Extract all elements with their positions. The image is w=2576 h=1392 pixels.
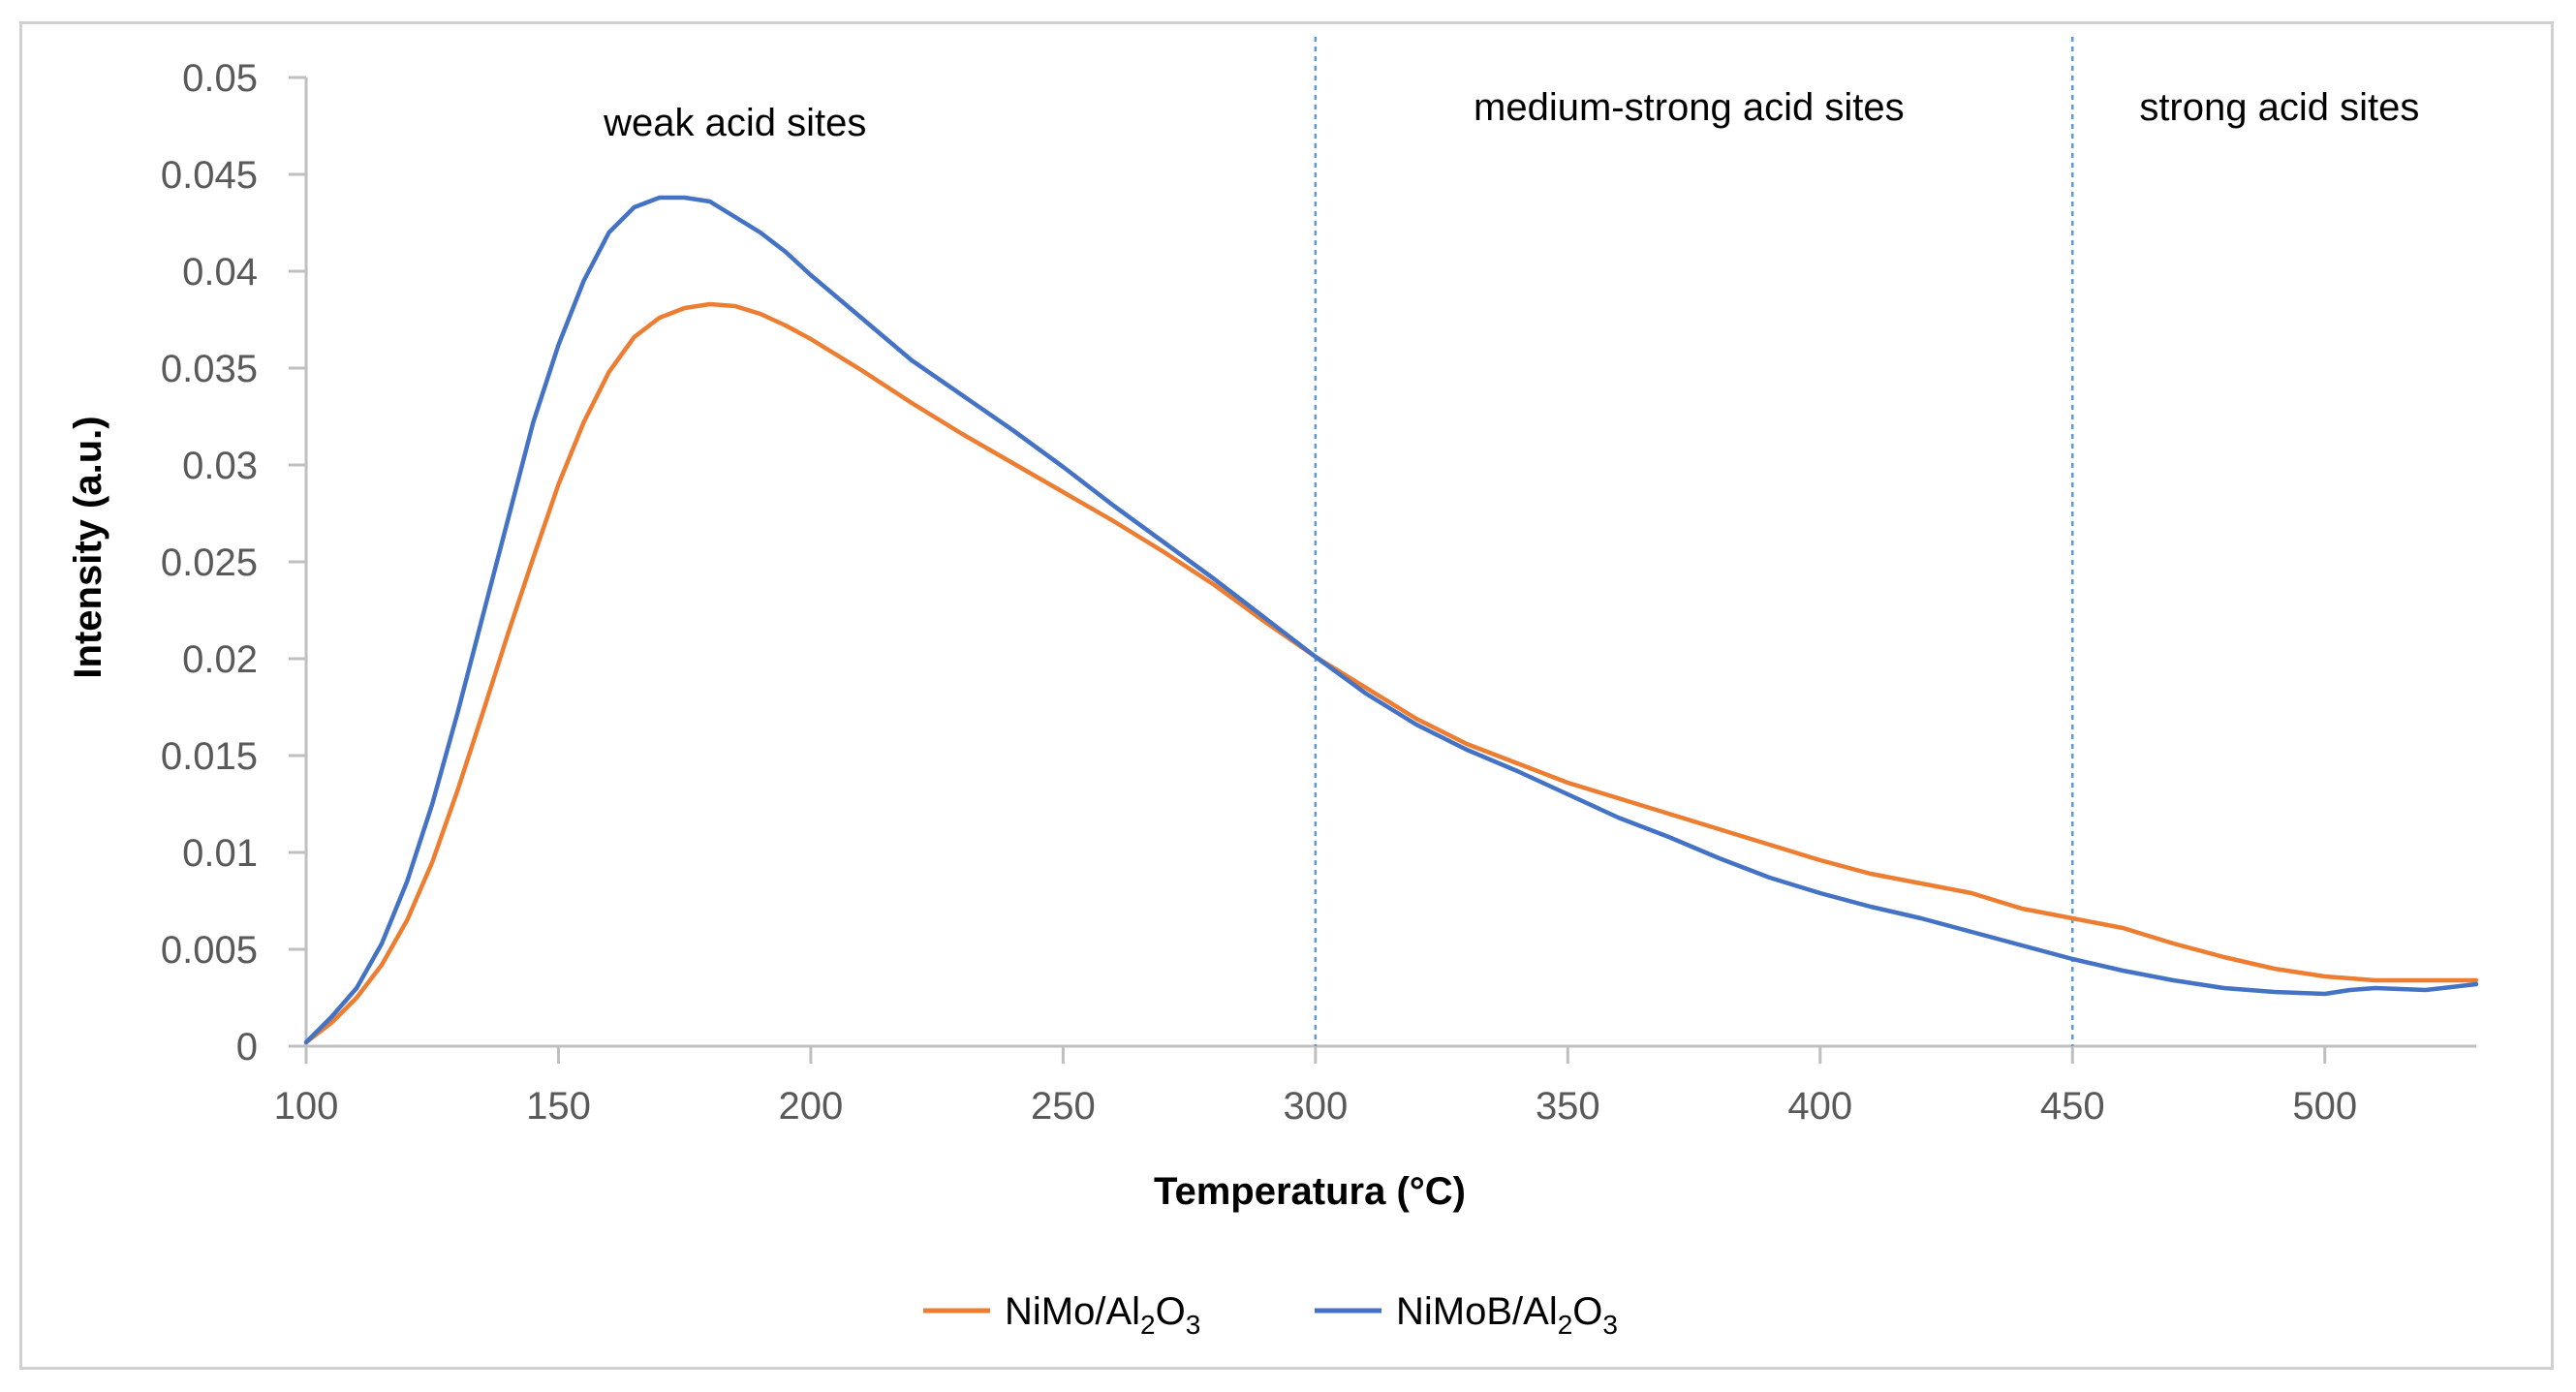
legend: NiMo/Al2O3 NiMoB/Al2O3 — [923, 1290, 1618, 1340]
x-tick-labels: 100 150 200 250 300 350 400 450 500 — [274, 1046, 2357, 1128]
y-tick-label: 0.005 — [161, 929, 258, 972]
region-dividers — [1314, 37, 2074, 1046]
y-axis-title: Intensity (a.u.) — [67, 416, 109, 678]
x-axis-title: Temperatura (°C) — [1154, 1170, 1466, 1213]
series-line-nimob — [303, 195, 2479, 1045]
x-tick-label: 200 — [779, 1085, 844, 1128]
y-tick-label: 0.045 — [161, 154, 258, 197]
y-tick-label: 0 — [236, 1026, 258, 1068]
x-tick-label: 100 — [274, 1085, 339, 1128]
x-tick-label: 150 — [526, 1085, 591, 1128]
region-label: strong acid sites — [2139, 86, 2419, 129]
y-tick-label: 0.05 — [182, 57, 258, 100]
chart-frame — [19, 21, 2554, 1370]
series-line-nimo — [303, 301, 2479, 1045]
y-tick-labels: 0 0.005 0.01 0.015 0.02 0.025 0.03 0.035 0.04 0.0… — [161, 57, 306, 1068]
x-tick-label: 450 — [2040, 1085, 2105, 1128]
y-tick-label: 0.015 — [161, 735, 258, 778]
legend-label-nimo: NiMo/Al2O3 — [1005, 1290, 1200, 1340]
region-label: medium-strong acid sites — [1474, 86, 1905, 129]
x-tick-label: 300 — [1283, 1085, 1348, 1128]
y-tick-label: 0.025 — [161, 541, 258, 584]
region-labels: weak acid sites medium-strong acid sites s… — [603, 86, 2419, 144]
x-tick-label: 500 — [2292, 1085, 2357, 1128]
x-tick-label: 250 — [1031, 1085, 1096, 1128]
y-tick-label: 0.035 — [161, 348, 258, 390]
region-label: weak acid sites — [603, 102, 866, 144]
y-tick-label: 0.03 — [182, 445, 258, 487]
legend-label-nimob: NiMoB/Al2O3 — [1396, 1290, 1618, 1340]
x-tick-label: 350 — [1536, 1085, 1600, 1128]
y-tick-label: 0.01 — [182, 832, 258, 875]
series-lines — [303, 195, 2479, 1045]
y-tick-label: 0.02 — [182, 638, 258, 681]
x-tick-label: 400 — [1787, 1085, 1852, 1128]
y-tick-label: 0.04 — [182, 251, 258, 294]
